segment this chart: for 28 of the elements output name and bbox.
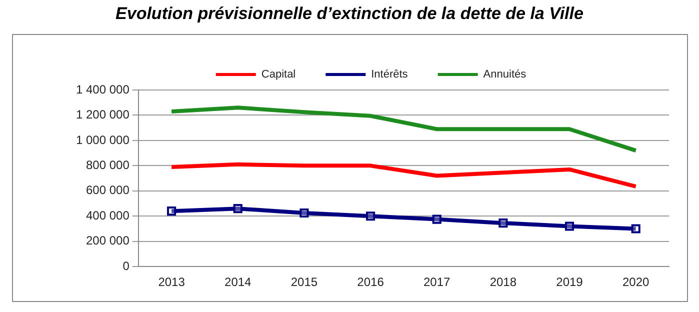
x-tick-label: 2018 bbox=[490, 275, 517, 290]
y-tick-label: 1 000 000 bbox=[76, 132, 130, 147]
legend-label: Annuités bbox=[483, 68, 527, 81]
point bbox=[233, 204, 242, 214]
y-tick-label: 800 000 bbox=[86, 158, 130, 172]
x-tick-label: 2014 bbox=[224, 275, 252, 290]
point bbox=[167, 206, 176, 216]
y-tick-label: 1 200 000 bbox=[76, 108, 130, 122]
y-tick-label: 0 bbox=[122, 258, 130, 273]
x-tick-label: 2020 bbox=[622, 275, 650, 290]
x-tick-label: 2017 bbox=[424, 275, 451, 290]
point bbox=[366, 212, 376, 221]
x-tick-label: 2019 bbox=[556, 275, 584, 290]
legend-label: Intérêts bbox=[371, 68, 408, 81]
point bbox=[498, 218, 508, 228]
point bbox=[432, 214, 442, 224]
point bbox=[564, 222, 574, 231]
y-tick-label: 400 000 bbox=[86, 208, 130, 222]
point bbox=[631, 224, 640, 234]
y-tick-label: 200 000 bbox=[86, 234, 130, 248]
legend-label: Capital bbox=[261, 68, 296, 81]
x-tick-label: 2015 bbox=[290, 275, 318, 290]
x-tick-label: 2013 bbox=[158, 275, 186, 290]
chart-title: Evolution prévisionnelle d’extinction de la dette de la Ville bbox=[114, 4, 584, 24]
point bbox=[300, 208, 309, 218]
x-tick-label: 2016 bbox=[357, 275, 384, 290]
y-tick-label: 1 400 000 bbox=[76, 82, 130, 96]
y-tick-label: 600 000 bbox=[86, 183, 130, 198]
